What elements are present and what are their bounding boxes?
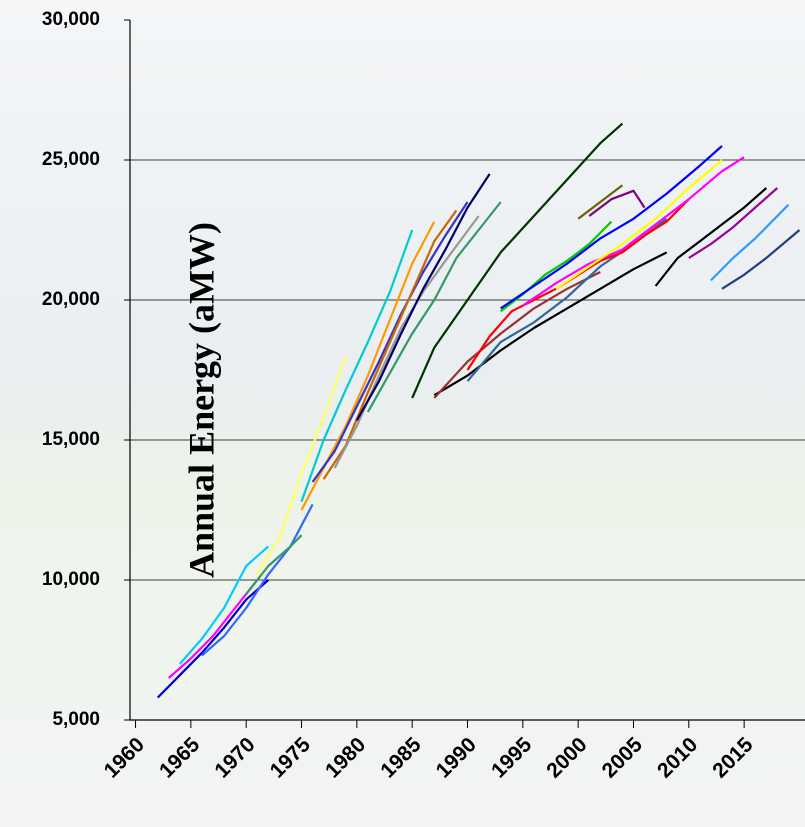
y-tick-label: 10,000: [42, 569, 100, 590]
series-line: [688, 187, 779, 259]
series-line: [366, 201, 502, 413]
series-line: [311, 201, 469, 483]
series-line: [588, 189, 646, 217]
y-tick-label: 20,000: [42, 289, 100, 310]
series-line: [500, 145, 723, 310]
series-line: [178, 545, 270, 665]
series-line: [654, 187, 768, 287]
series-line: [577, 184, 624, 220]
series-line: [433, 251, 668, 397]
series-line: [167, 579, 259, 679]
series-line: [256, 355, 347, 575]
series-line: [411, 122, 624, 399]
series-line: [201, 503, 314, 657]
y-tick-label: 5,000: [52, 709, 100, 730]
series-line: [710, 204, 790, 282]
series-line: [156, 579, 270, 699]
plot-lines: [156, 122, 801, 699]
y-axis-title: Annual Energy (aMW): [181, 222, 221, 578]
y-tick-label: 25,000: [42, 149, 100, 170]
series-line: [555, 159, 723, 290]
series-line: [522, 156, 745, 307]
y-tick-label: 15,000: [42, 429, 100, 450]
series-line: [721, 229, 801, 290]
series-line: [245, 534, 303, 595]
series-line: [355, 173, 491, 421]
series-line: [333, 215, 480, 469]
series-line: [300, 229, 414, 502]
series-line: [433, 271, 601, 399]
y-tick-label: 30,000: [42, 9, 100, 30]
